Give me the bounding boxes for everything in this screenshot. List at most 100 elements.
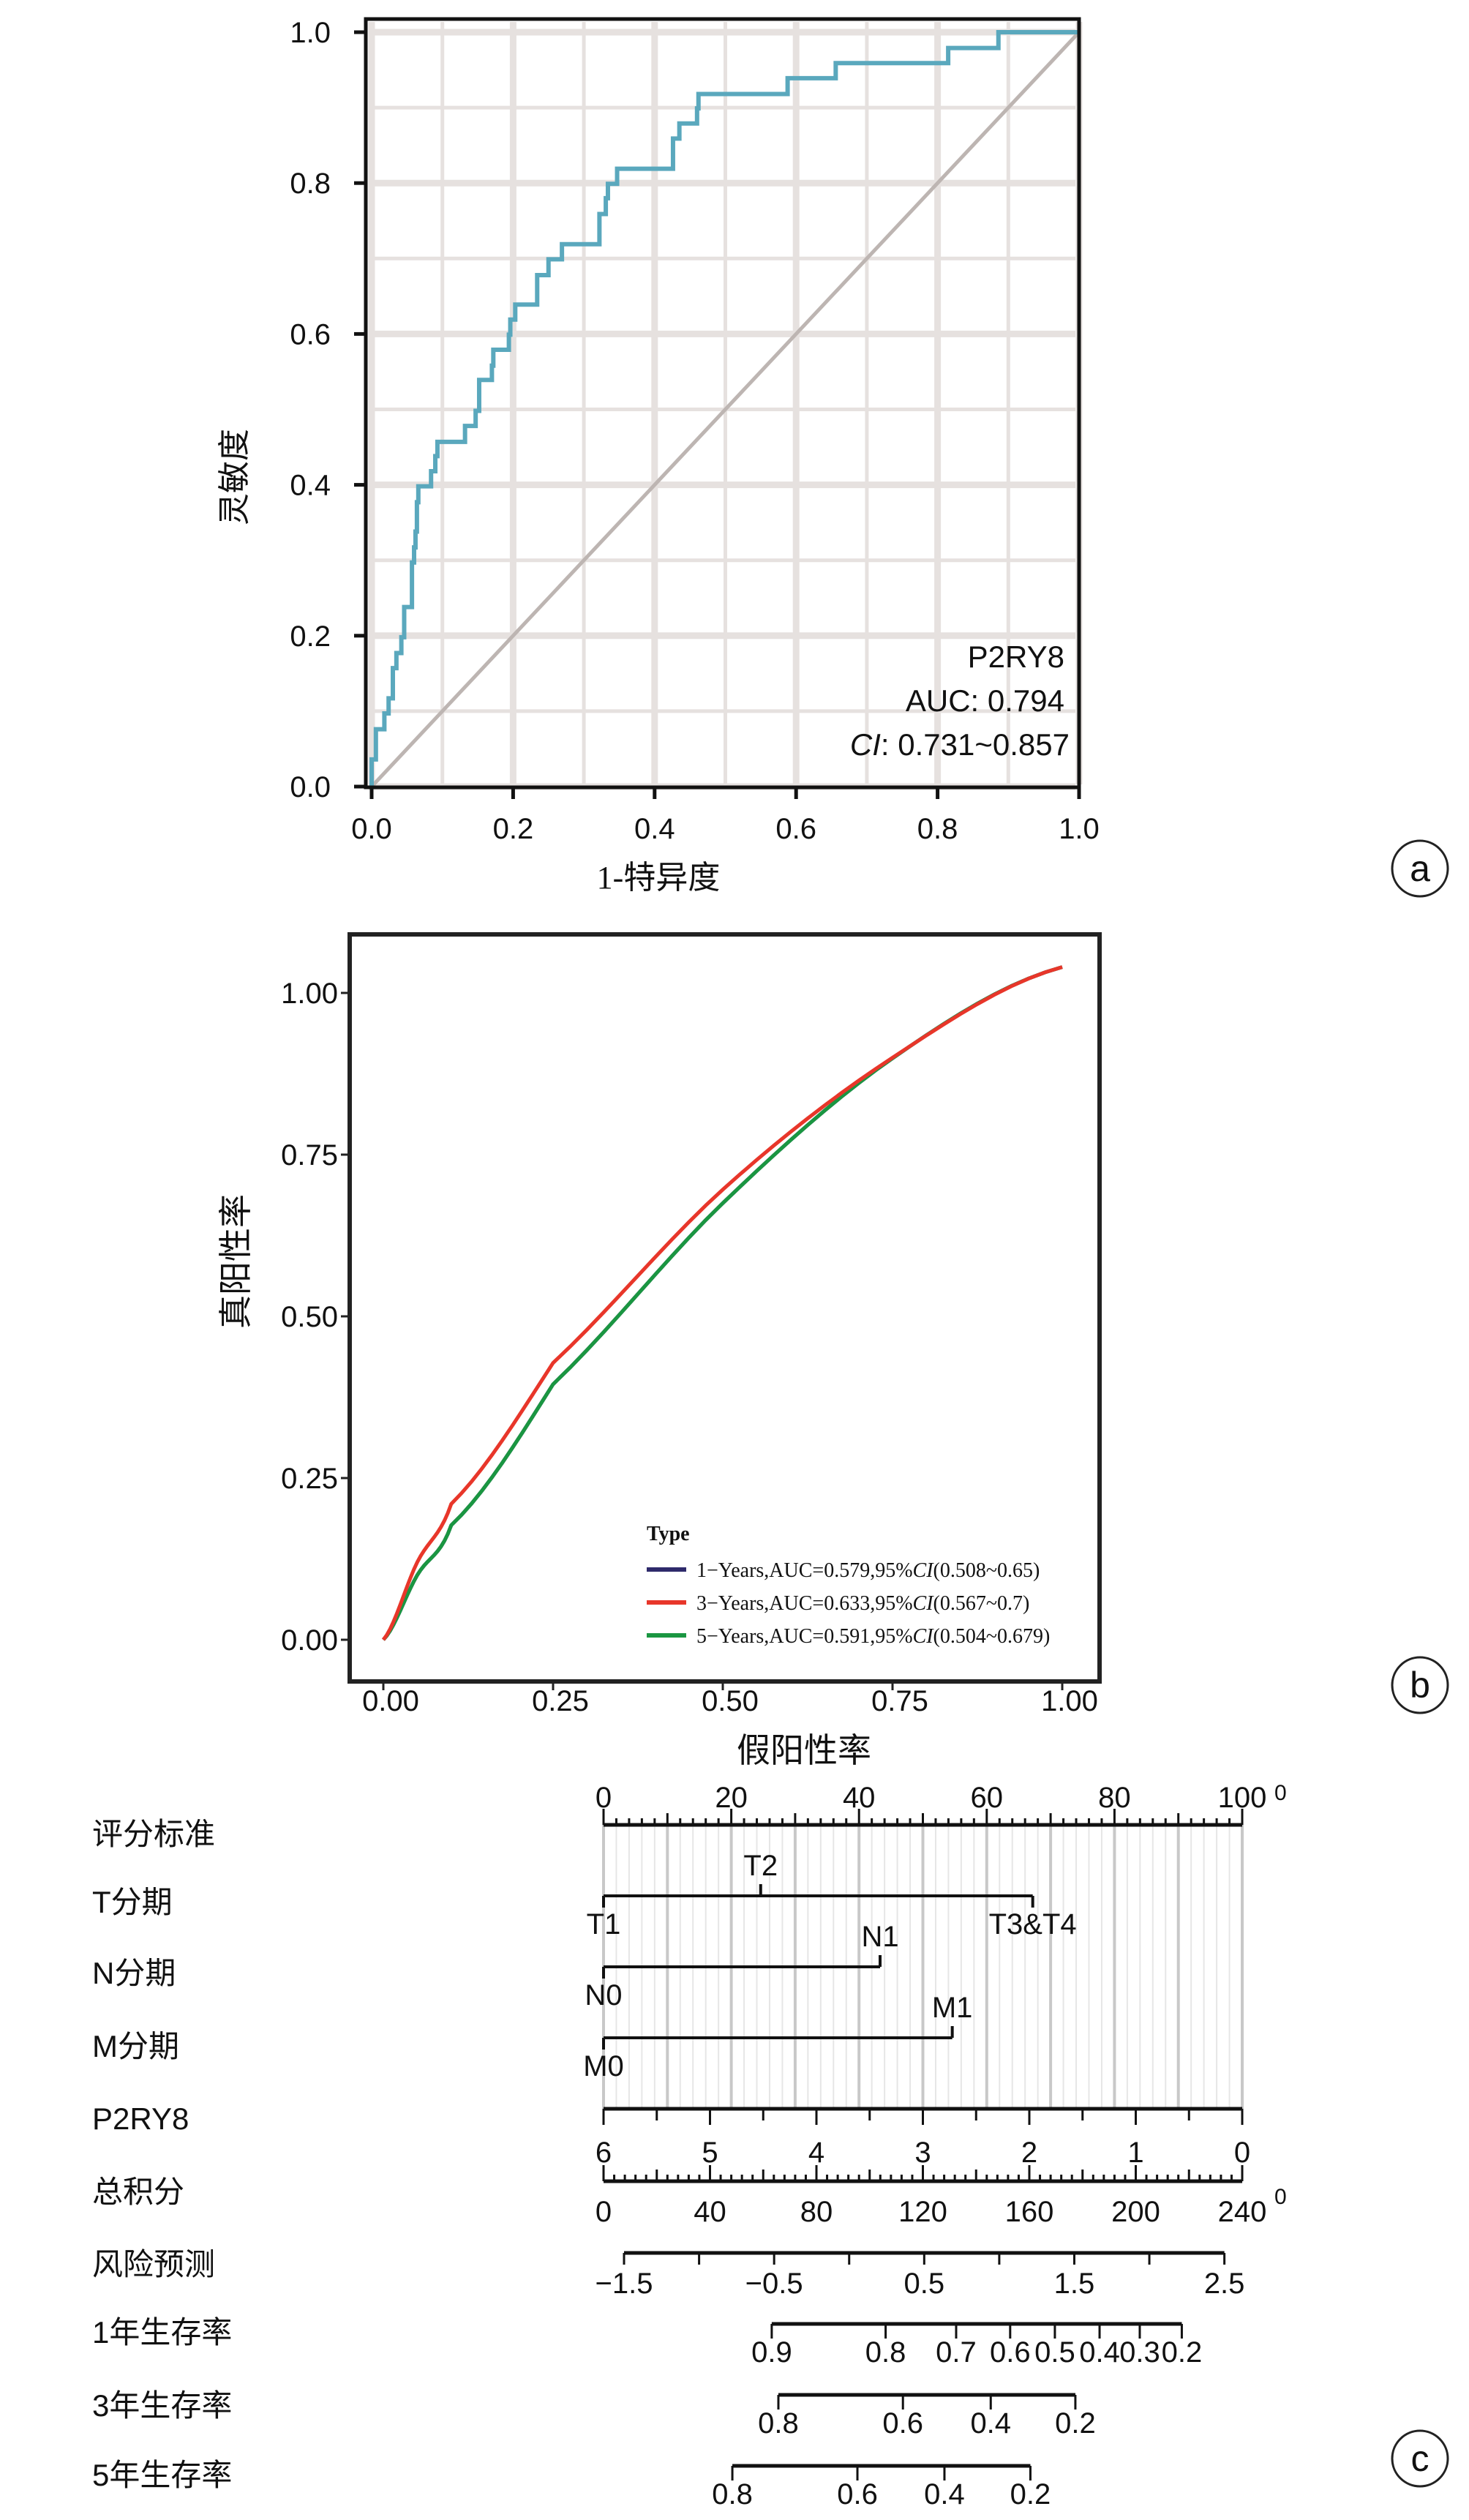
x-tick-label: 1.0	[1059, 813, 1100, 845]
legend-entry-name: 3−Years,AUC=0.633,95%	[696, 1592, 913, 1615]
row-label: 总积分	[92, 2175, 184, 2209]
legend-entry-ci-range: (0.504~0.679)	[933, 1625, 1051, 1648]
x-tick-label: 0.75	[871, 1685, 928, 1717]
y-tick-label: 0.50	[281, 1301, 338, 1333]
x-tick-label: 0.50	[702, 1685, 759, 1717]
survival-tick-label: 0.8	[865, 2336, 906, 2369]
total-points-tick-label: 80	[800, 2196, 833, 2228]
factor-level-label: N1	[861, 1921, 898, 1953]
x-tick-label: 0.0	[351, 813, 392, 845]
annotation-ci-label: CI	[850, 727, 881, 762]
survival-tick-label: 0.6	[882, 2407, 923, 2440]
legend-entry-ci-label: CI	[913, 1559, 935, 1582]
legend: Type1−Years,AUC=0.579,95%CI(0.508~0.65)3…	[647, 1523, 1050, 1648]
y-axis-label: 灵敏度	[217, 429, 252, 525]
survival-tick-label: 0.5	[1034, 2336, 1075, 2369]
row-label: 评分标准	[92, 1817, 215, 1851]
risk-tick-label: 1.5	[1054, 2268, 1095, 2300]
p2ry8-tick-label: 0	[1234, 2137, 1250, 2169]
annotation-ci: CI: 0.731~0.857	[850, 727, 1070, 762]
legend-entry-name: 5−Years,AUC=0.591,95%	[696, 1625, 913, 1648]
factor-level-label: M0	[583, 2050, 624, 2082]
panel-badge-circle	[1391, 1656, 1449, 1714]
legend-entry: 5−Years,AUC=0.591,95%CI(0.504~0.679)	[696, 1625, 1050, 1648]
row-label: T分期	[92, 1885, 173, 1919]
row-label: 1年生存率	[92, 2315, 232, 2350]
panel-badge-letter: c	[1411, 2438, 1429, 2479]
row-label: N分期	[92, 1956, 176, 1990]
legend-entry: 1−Years,AUC=0.579,95%CI(0.508~0.65)	[696, 1559, 1040, 1582]
points-tick-label: 20	[715, 1782, 748, 1814]
p2ry8-tick-label: 3	[914, 2137, 931, 2169]
factor-level-label: T1	[587, 1908, 621, 1940]
y-tick-label: 0.00	[281, 1624, 338, 1657]
survival-tick-label: 0.6	[990, 2336, 1031, 2369]
points-tick-label: 0	[596, 1782, 612, 1814]
points-tick-label: 60	[971, 1782, 1004, 1814]
points-tick-label: 100	[1218, 1782, 1267, 1814]
legend-entry-ci-range: (0.508~0.65)	[933, 1559, 1040, 1582]
legend-entry: 3−Years,AUC=0.633,95%CI(0.567~0.7)	[696, 1592, 1029, 1615]
survival-tick-label: 0.9	[751, 2336, 792, 2369]
total-points-tick-label: 240	[1218, 2196, 1267, 2228]
total-points-tick-label: 0	[596, 2196, 612, 2228]
x-axis-label: 1-特异度	[597, 860, 721, 896]
total-points-tick-label: 160	[1005, 2196, 1054, 2228]
roc-curve-p2ry8	[369, 30, 1079, 787]
row-label: M分期	[92, 2029, 179, 2063]
survival-tick-label: 0.4	[1079, 2336, 1120, 2369]
points-tick-label: 80	[1098, 1782, 1131, 1814]
total-points-tick-label-tail: 0	[1274, 2185, 1287, 2209]
survival-tick-label: 0.2	[1055, 2407, 1096, 2440]
p2ry8-tick-label: 1	[1127, 2137, 1143, 2169]
legend-entry-name: 1−Years,AUC=0.579,95%	[696, 1559, 913, 1582]
legend-entry-ci-range: (0.567~0.7)	[933, 1592, 1030, 1615]
panel-badge-letter: b	[1410, 1665, 1430, 1706]
panel-b-time-roc-chart: 0.00 0.25 0.50 0.75 1.00 0.00 0.25 0.50 0.75 1.00…	[217, 932, 1449, 1769]
panel-badge-letter: a	[1410, 848, 1430, 889]
row-label: 3年生存率	[92, 2388, 232, 2423]
risk-tick-label: 0.5	[904, 2268, 945, 2300]
panel-a-roc-chart: 0.0 0.2 0.4 0.6 0.8 1.0 0.0 0.2 0.4 0.6 0.8 1.0 1-特异…	[217, 17, 1449, 898]
annotation-marker: P2RY8	[968, 640, 1064, 674]
points-tick-label: 40	[843, 1782, 876, 1814]
panel-badge-circle	[1391, 839, 1449, 898]
y-axis-label: 真阳性率	[217, 1194, 255, 1329]
y-tick-label: 0.2	[290, 620, 331, 653]
x-tick-label: 0.2	[493, 813, 534, 845]
y-tick-label: 0.25	[281, 1463, 338, 1495]
risk-tick-label: −0.5	[745, 2268, 803, 2300]
p2ry8-tick-label: 6	[596, 2137, 612, 2169]
points-tick-label-tail: 0	[1274, 1781, 1287, 1805]
legend-entry-ci-label: CI	[913, 1625, 935, 1648]
row-label: 风险预测	[92, 2247, 215, 2281]
x-tick-label: 0.00	[362, 1685, 419, 1717]
survival-tick-label: 0.4	[924, 2478, 965, 2510]
y-tick-label: 1.0	[290, 17, 331, 49]
survival-tick-label: 0.6	[837, 2478, 878, 2510]
total-points-tick-label: 200	[1111, 2196, 1160, 2228]
p2ry8-tick-label: 2	[1021, 2137, 1037, 2169]
y-tick-label: 0.0	[290, 771, 331, 803]
risk-tick-label: 2.5	[1204, 2268, 1245, 2300]
survival-tick-label: 0.7	[936, 2336, 977, 2369]
row-label: 5年生存率	[92, 2458, 232, 2492]
y-tick-label: 1.00	[281, 978, 338, 1010]
x-tick-label: 1.00	[1041, 1685, 1098, 1717]
annotation-ci-value: : 0.731~0.857	[881, 727, 1070, 762]
total-points-tick-label: 40	[694, 2196, 726, 2228]
survival-tick-label: 0.8	[712, 2478, 753, 2510]
y-tick-label: 0.4	[290, 470, 331, 502]
row-label: P2RY8	[92, 2101, 189, 2136]
factor-level-label: N0	[585, 1979, 622, 2011]
roc-curve-5-year	[382, 965, 1063, 1641]
survival-tick-label: 0.3	[1119, 2336, 1160, 2369]
annotation-auc: AUC: 0.794	[906, 683, 1064, 718]
survival-tick-label: 0.2	[1162, 2336, 1203, 2369]
factor-level-label: T2	[743, 1850, 778, 1882]
x-tick-label: 0.4	[634, 813, 675, 845]
survival-tick-label: 0.2	[1010, 2478, 1051, 2510]
plot-frame	[347, 932, 1102, 1684]
x-tick-label: 0.8	[917, 813, 958, 845]
